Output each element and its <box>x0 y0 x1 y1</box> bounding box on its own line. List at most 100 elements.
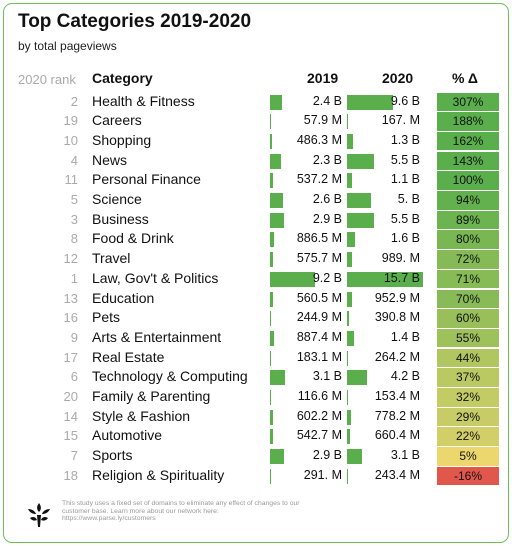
bar-2019 <box>270 429 273 445</box>
rank-value: 3 <box>70 211 78 227</box>
bar-2020 <box>347 252 352 268</box>
rank-value: 9 <box>70 329 78 345</box>
rank-value: 5 <box>70 192 78 207</box>
rank-value: 12 <box>63 251 78 267</box>
table-row: 18 Religion & Spirituality 291. M 243.4 M -1… <box>4 466 508 486</box>
bar-2020 <box>347 370 368 386</box>
category-label: Health & Fitness <box>92 92 195 109</box>
table-row: 11 Personal Finance 537.2 M 1.1 B 100% <box>4 170 508 190</box>
table-row: 6 Technology & Computing 3.1 B 4.2 B 37% <box>4 367 508 387</box>
value-2019-label: 2.4 B <box>312 93 342 108</box>
value-2019-label: 2.3 B <box>312 152 342 167</box>
table-row: 14 Style & Fashion 602.2 M 778.2 M 29% <box>4 407 508 427</box>
value-2019-label: 183.1 M <box>296 349 342 364</box>
bar-2020 <box>347 94 394 110</box>
bar-2020 <box>347 114 348 130</box>
pct-change-cell: 162% <box>437 131 499 151</box>
bar-2020 <box>347 193 372 208</box>
category-label: News <box>92 151 128 168</box>
bar-2020 <box>347 350 349 366</box>
rank-value: 1 <box>70 270 78 286</box>
value-2019-label: 116.6 M <box>297 389 342 403</box>
value-2020-label: 952.9 M <box>374 290 420 305</box>
pct-change-cell: 143% <box>437 151 499 171</box>
value-2020-label: 167. M <box>381 113 420 128</box>
category-label: Sports <box>92 447 133 464</box>
header-2020: 2020 <box>382 70 414 86</box>
pct-change-cell: 89% <box>437 210 499 230</box>
category-label: Travel <box>92 250 131 267</box>
value-2020-label: 5. B <box>397 192 420 206</box>
table-row: 3 Business 2.9 B 5.5 B 89% <box>4 210 508 230</box>
bar-2020 <box>347 173 353 189</box>
category-label: Style & Fashion <box>92 407 191 424</box>
bar-2020 <box>347 468 349 484</box>
value-2020-label: 15.7 B <box>383 270 420 285</box>
bar-2020 <box>347 409 351 425</box>
pct-change-cell: 44% <box>437 348 499 368</box>
parsely-leaf-icon <box>28 503 50 527</box>
chart-title: Top Categories 2019-2020 <box>18 11 252 32</box>
value-2020-label: 9.6 B <box>390 93 420 108</box>
bar-2019 <box>270 449 285 465</box>
value-2019-label: 244.9 M <box>296 310 342 325</box>
pct-change-cell: 22% <box>437 427 499 446</box>
value-2019-label: 291. M <box>303 467 342 482</box>
table-row: 2 Health & Fitness 2.4 B 9.6 B 307% <box>4 92 508 112</box>
pct-change-cell: 71% <box>437 269 499 289</box>
value-2019-label: 575.7 M <box>296 251 342 266</box>
bar-2019 <box>270 173 273 189</box>
bar-2019 <box>270 350 271 366</box>
bar-2019 <box>270 133 273 149</box>
rank-value: 13 <box>63 290 78 306</box>
category-label: Business <box>92 210 149 227</box>
table-row: 13 Education 560.5 M 952.9 M 70% <box>4 289 508 309</box>
category-label: Shopping <box>92 131 152 148</box>
category-label: Family & Parenting <box>92 388 211 404</box>
pct-change-cell: 37% <box>437 368 499 387</box>
value-2020-label: 1.4 B <box>390 329 420 344</box>
value-2020-label: 660.4 M <box>374 428 420 443</box>
pct-change-cell: 188% <box>437 112 499 131</box>
pct-change-cell: 55% <box>437 328 499 348</box>
value-2020-label: 3.1 B <box>390 448 420 463</box>
category-label: Religion & Spirituality <box>92 466 225 483</box>
footer-note: This study uses a fixed set of domains t… <box>62 500 300 522</box>
table-row: 5 Science 2.6 B 5. B 94% <box>4 190 508 210</box>
bar-2019 <box>270 370 285 386</box>
category-label: Automotive <box>92 427 163 444</box>
bar-2019 <box>270 153 282 169</box>
rank-value: 16 <box>63 310 78 326</box>
bar-2020 <box>347 449 362 465</box>
bar-2019 <box>270 390 271 405</box>
bar-2020 <box>347 212 374 228</box>
value-2020-label: 989. M <box>381 251 420 266</box>
pct-change-cell: 100% <box>437 171 499 190</box>
value-2019-label: 2.9 B <box>312 448 342 463</box>
table-row: 1 Law, Gov't & Politics 9.2 B 15.7 B 71% <box>4 269 508 289</box>
category-label: Arts & Entertainment <box>92 328 222 345</box>
value-2019-label: 886.5 M <box>296 231 342 246</box>
rank-value: 20 <box>63 389 78 404</box>
rank-value: 18 <box>63 467 78 483</box>
table-row: 20 Family & Parenting 116.6 M 153.4 M 32% <box>4 387 508 407</box>
bar-2020 <box>347 291 352 307</box>
value-2019-label: 3.1 B <box>312 369 342 384</box>
pct-change-cell: 94% <box>437 191 499 210</box>
bar-2019 <box>270 311 272 327</box>
pct-change-cell: -16% <box>437 466 499 486</box>
table-row: 4 News 2.3 B 5.5 B 143% <box>4 151 508 171</box>
bar-2019 <box>270 252 273 268</box>
rank-value: 15 <box>63 428 78 444</box>
header-category: Category <box>92 70 153 86</box>
category-label: Food & Drink <box>92 230 174 247</box>
table-row: 17 Real Estate 183.1 M 264.2 M 44% <box>4 348 508 368</box>
category-label: Science <box>92 191 142 207</box>
value-2020-label: 264.2 M <box>374 349 420 364</box>
bar-2019 <box>270 212 285 228</box>
header-pct-change: % Δ <box>452 70 478 86</box>
pct-change-cell: 60% <box>437 309 499 328</box>
bar-2020 <box>347 429 351 445</box>
rank-value: 8 <box>70 231 78 247</box>
bar-2020 <box>347 390 348 405</box>
